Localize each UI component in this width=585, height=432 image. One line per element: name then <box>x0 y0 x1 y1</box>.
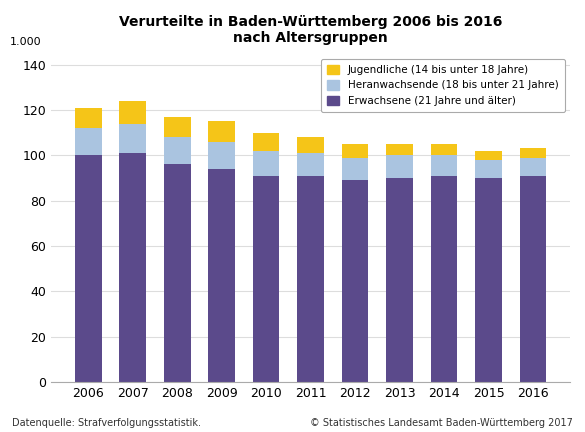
Bar <box>386 155 413 178</box>
Bar <box>519 158 546 176</box>
Bar <box>253 133 280 151</box>
Bar <box>475 178 502 382</box>
Bar <box>431 144 457 155</box>
Bar <box>164 137 191 164</box>
Bar <box>386 144 413 155</box>
Bar <box>519 176 546 382</box>
Bar <box>75 108 102 128</box>
Bar <box>297 176 324 382</box>
Bar <box>208 142 235 169</box>
Bar <box>475 160 502 178</box>
Bar <box>119 124 146 153</box>
Text: Datenquelle: Strafverfolgungsstatistik.: Datenquelle: Strafverfolgungsstatistik. <box>12 418 201 428</box>
Bar <box>342 180 369 382</box>
Bar <box>164 117 191 137</box>
Bar <box>342 158 369 180</box>
Bar <box>253 176 280 382</box>
Bar <box>75 155 102 382</box>
Bar <box>519 149 546 158</box>
Bar <box>164 164 191 382</box>
Bar <box>386 178 413 382</box>
Title: Verurteilte in Baden-Württemberg 2006 bis 2016
nach Altersgruppen: Verurteilte in Baden-Württemberg 2006 bi… <box>119 15 503 45</box>
Bar <box>431 155 457 176</box>
Text: © Statistisches Landesamt Baden-Württemberg 2017: © Statistisches Landesamt Baden-Württemb… <box>311 418 573 428</box>
Legend: Jugendliche (14 bis unter 18 Jahre), Heranwachsende (18 bis unter 21 Jahre), Erw: Jugendliche (14 bis unter 18 Jahre), Her… <box>321 58 565 112</box>
Bar <box>253 151 280 176</box>
Bar <box>297 153 324 176</box>
Bar <box>431 176 457 382</box>
Bar <box>119 153 146 382</box>
Bar <box>208 121 235 142</box>
Bar <box>297 137 324 153</box>
Bar <box>342 144 369 158</box>
Bar <box>119 101 146 124</box>
Bar <box>75 128 102 155</box>
Text: 1.000: 1.000 <box>10 37 42 47</box>
Bar <box>208 169 235 382</box>
Bar <box>475 151 502 160</box>
